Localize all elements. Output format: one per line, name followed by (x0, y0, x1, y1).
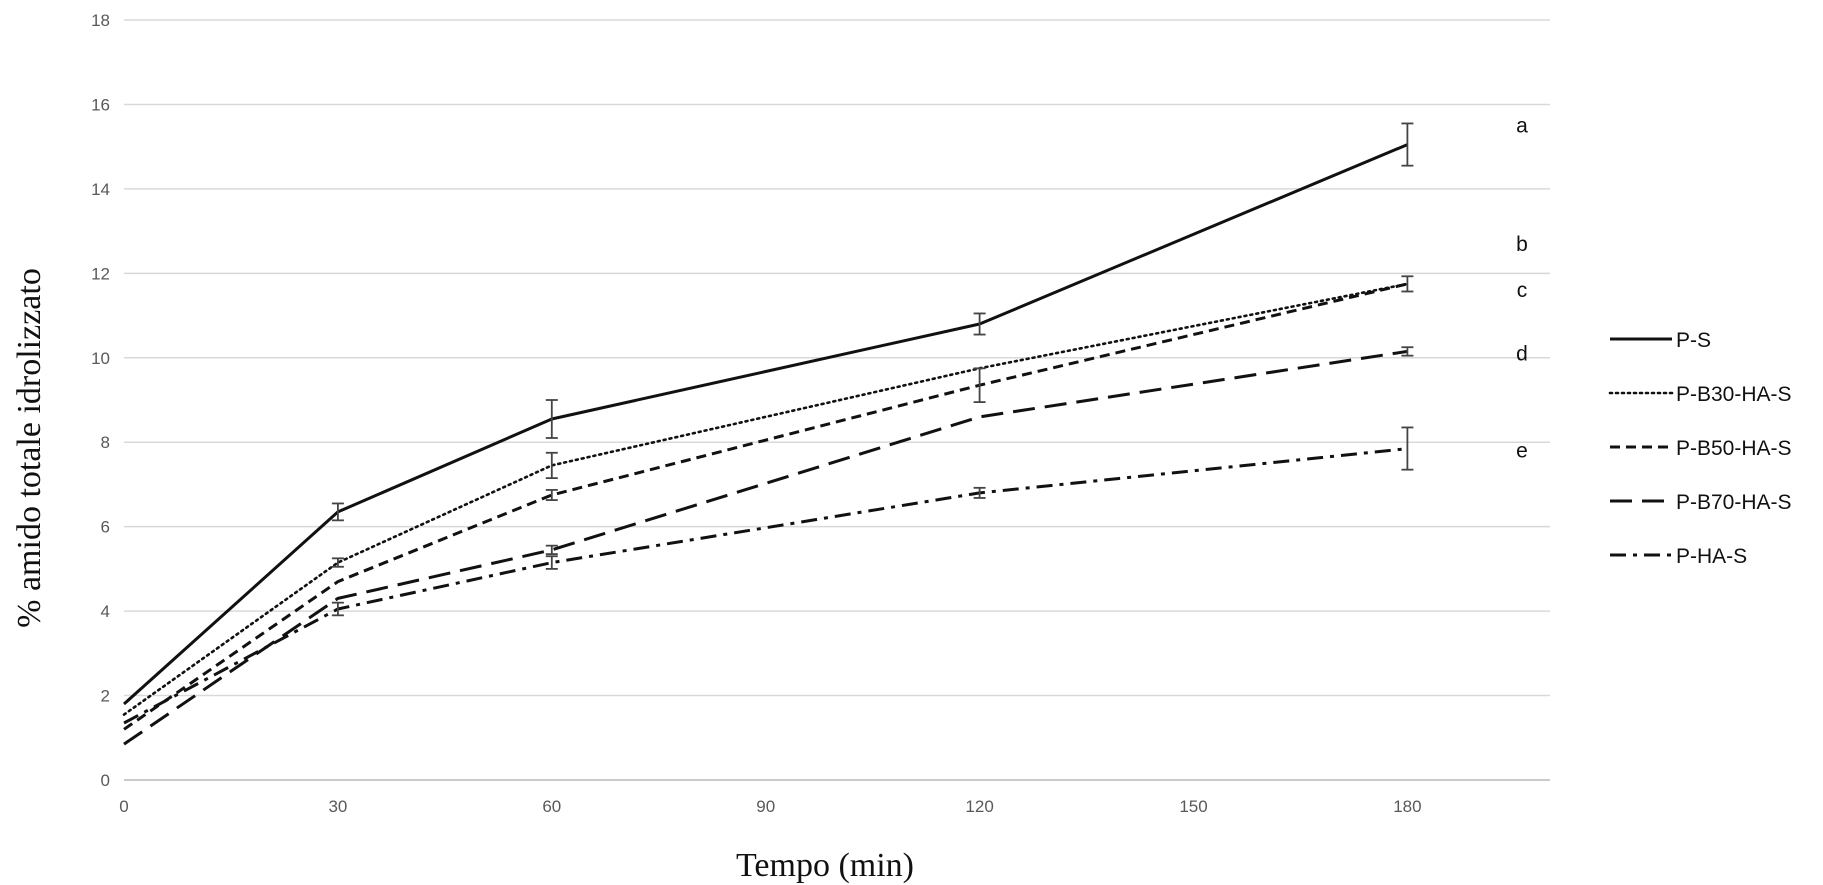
gridlines (124, 19, 1550, 781)
legend-label: P-S (1676, 329, 1711, 352)
y-tick-label: 4 (101, 602, 110, 621)
series-line-p-ha-s (123, 447, 1408, 725)
x-axis-title: Tempo (min) (736, 847, 914, 884)
series-lines (122, 143, 1409, 746)
series-line-p-b70-ha-s (123, 349, 1408, 746)
error-bar (545, 451, 558, 480)
legend-label: P-B70-HA-S (1676, 491, 1792, 514)
y-axis-title: % amido totale idrolizzato (11, 268, 48, 628)
error-bar (1401, 275, 1414, 293)
significance-letter: a (1516, 115, 1528, 138)
x-tick-label: 90 (756, 797, 775, 816)
error-bar (1401, 346, 1414, 357)
x-tick-label: 150 (1179, 797, 1207, 816)
error-bar (1401, 426, 1414, 471)
legend: P-S P-B30-HA-S P-B50-HA-S P-B70-HA-S P-HA-S (1608, 329, 1792, 568)
error-bar (1401, 122, 1414, 167)
y-tick-label: 8 (101, 433, 110, 452)
error-bar (331, 557, 344, 568)
significance-letters: a bc d e (1516, 115, 1528, 463)
x-tick-label: 180 (1393, 797, 1421, 816)
y-tick-label: 16 (91, 95, 110, 114)
error-bar (545, 489, 558, 501)
series-line-p-b50-ha-s (123, 282, 1408, 731)
error-bar (331, 502, 344, 522)
y-tick-label: 10 (91, 349, 110, 368)
error-bars (331, 122, 1414, 617)
legend-label: P-B50-HA-S (1676, 437, 1792, 460)
x-tick-label: 60 (542, 797, 561, 816)
y-axis-ticks: 0 2 4 6 8 10 12 14 16 18 (91, 11, 110, 790)
significance-letter: b (1516, 233, 1528, 256)
y-tick-label: 12 (91, 264, 110, 283)
series-line-p-b30-ha-s (122, 282, 1409, 716)
x-tick-label: 0 (119, 797, 128, 816)
y-tick-label: 14 (91, 180, 110, 199)
error-bar (545, 555, 558, 570)
y-tick-label: 2 (101, 687, 110, 706)
error-bar (545, 544, 558, 556)
error-bar (545, 399, 558, 439)
legend-label: P-B30-HA-S (1676, 383, 1792, 406)
y-tick-label: 0 (101, 771, 110, 790)
significance-letter: c (1517, 279, 1528, 302)
error-bar (973, 486, 986, 499)
error-bar (973, 312, 986, 336)
error-bar (331, 601, 344, 617)
x-axis-ticks: 0 30 60 90 120 150 180 (119, 797, 1421, 816)
significance-letter: d (1516, 343, 1528, 366)
y-tick-label: 18 (91, 11, 110, 30)
y-tick-label: 6 (101, 518, 110, 537)
x-tick-label: 120 (965, 797, 993, 816)
legend-label: P-HA-S (1676, 545, 1747, 568)
error-bar (973, 367, 986, 404)
x-tick-label: 30 (328, 797, 347, 816)
significance-letter: e (1516, 440, 1528, 463)
